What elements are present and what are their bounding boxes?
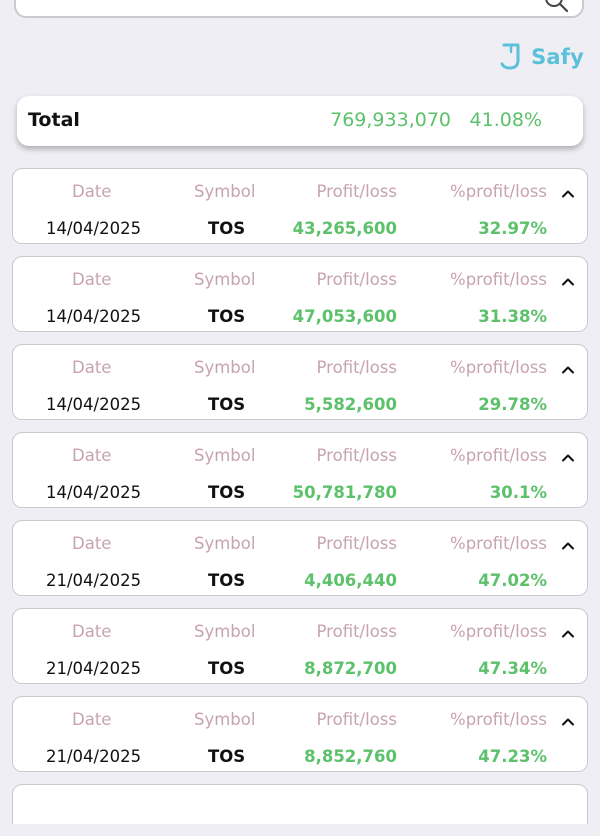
column-header-percent: %profit/loss — [450, 270, 547, 289]
column-header-date: Date — [72, 446, 112, 465]
search-field[interactable] — [14, 0, 584, 18]
row-date: 14/04/2025 — [46, 219, 142, 238]
list-item[interactable]: Date Symbol Profit/loss %profit/loss 21/… — [12, 520, 588, 596]
chevron-up-icon[interactable] — [561, 451, 575, 465]
column-header-percent: %profit/loss — [450, 182, 547, 201]
row-percent: 32.97% — [478, 219, 547, 238]
chevron-up-icon[interactable] — [561, 539, 575, 553]
column-header-symbol: Symbol — [194, 710, 256, 729]
total-summary-card: Total 769,933,070 41.08% — [17, 96, 583, 146]
row-date: 21/04/2025 — [46, 747, 142, 766]
column-header-date: Date — [72, 622, 112, 641]
row-percent: 29.78% — [478, 395, 547, 414]
list-item[interactable]: Date Symbol Profit/loss %profit/loss 14/… — [12, 432, 588, 508]
list-item[interactable]: Date Symbol Profit/loss %profit/loss 21/… — [12, 696, 588, 772]
profit-list: Date Symbol Profit/loss %profit/loss 14/… — [12, 168, 588, 836]
row-percent: 30.1% — [489, 483, 547, 502]
chevron-up-icon[interactable] — [561, 187, 575, 201]
row-percent: 47.23% — [478, 747, 547, 766]
list-item[interactable]: Date Symbol Profit/loss %profit/loss 21/… — [12, 608, 588, 684]
safy-logo-icon — [500, 43, 520, 70]
row-symbol: TOS — [208, 659, 246, 678]
column-header-percent: %profit/loss — [450, 534, 547, 553]
chevron-up-icon[interactable] — [561, 275, 575, 289]
list-item[interactable]: Date Symbol Profit/loss %profit/loss 14/… — [12, 344, 588, 420]
brand-logo: Safy — [499, 40, 584, 74]
column-header-profit: Profit/loss — [316, 358, 397, 377]
column-header-profit: Profit/loss — [316, 270, 397, 289]
column-header-date: Date — [72, 534, 112, 553]
column-header-symbol: Symbol — [194, 182, 256, 201]
column-header-profit: Profit/loss — [316, 182, 397, 201]
row-symbol: TOS — [208, 747, 246, 766]
row-profit: 5,582,600 — [304, 395, 397, 414]
total-label: Total — [28, 109, 80, 131]
row-date: 14/04/2025 — [46, 395, 142, 414]
column-header-date: Date — [72, 182, 112, 201]
row-date: 21/04/2025 — [46, 659, 142, 678]
column-header-profit: Profit/loss — [316, 446, 397, 465]
column-header-date: Date — [72, 270, 112, 289]
list-item[interactable]: Date Symbol Profit/loss %profit/loss 14/… — [12, 168, 588, 244]
row-profit: 4,406,440 — [304, 571, 397, 590]
column-header-symbol: Symbol — [194, 446, 256, 465]
column-header-symbol: Symbol — [194, 270, 256, 289]
row-percent: 31.38% — [478, 307, 547, 326]
column-header-profit: Profit/loss — [316, 534, 397, 553]
row-symbol: TOS — [208, 571, 246, 590]
column-header-symbol: Symbol — [194, 358, 256, 377]
column-header-profit: Profit/loss — [316, 622, 397, 641]
column-header-date: Date — [72, 358, 112, 377]
column-header-date: Date — [72, 710, 112, 729]
row-profit: 47,053,600 — [292, 307, 397, 326]
chevron-up-icon[interactable] — [561, 627, 575, 641]
search-icon[interactable] — [544, 0, 570, 14]
column-header-percent: %profit/loss — [450, 710, 547, 729]
list-item[interactable]: Date Symbol Profit/loss %profit/loss 14/… — [12, 256, 588, 332]
row-symbol: TOS — [208, 219, 246, 238]
row-profit: 50,781,780 — [292, 483, 397, 502]
row-symbol: TOS — [208, 307, 246, 326]
column-header-percent: %profit/loss — [450, 622, 547, 641]
row-percent: 47.02% — [478, 571, 547, 590]
column-header-symbol: Symbol — [194, 622, 256, 641]
row-percent: 47.34% — [478, 659, 547, 678]
column-header-percent: %profit/loss — [450, 358, 547, 377]
row-profit: 43,265,600 — [292, 219, 397, 238]
total-amount: 769,933,070 — [330, 109, 451, 131]
chevron-up-icon[interactable] — [561, 715, 575, 729]
row-date: 14/04/2025 — [46, 483, 142, 502]
total-percent: 41.08% — [469, 109, 542, 131]
column-header-symbol: Symbol — [194, 534, 256, 553]
row-date: 21/04/2025 — [46, 571, 142, 590]
chevron-up-icon[interactable] — [561, 363, 575, 377]
row-symbol: TOS — [208, 483, 246, 502]
row-profit: 8,852,760 — [304, 747, 397, 766]
column-header-profit: Profit/loss — [316, 710, 397, 729]
column-header-percent: %profit/loss — [450, 446, 547, 465]
row-profit: 8,872,700 — [304, 659, 397, 678]
brand-name: Safy — [531, 45, 584, 69]
list-item-partial[interactable] — [12, 784, 588, 824]
row-symbol: TOS — [208, 395, 246, 414]
row-date: 14/04/2025 — [46, 307, 142, 326]
